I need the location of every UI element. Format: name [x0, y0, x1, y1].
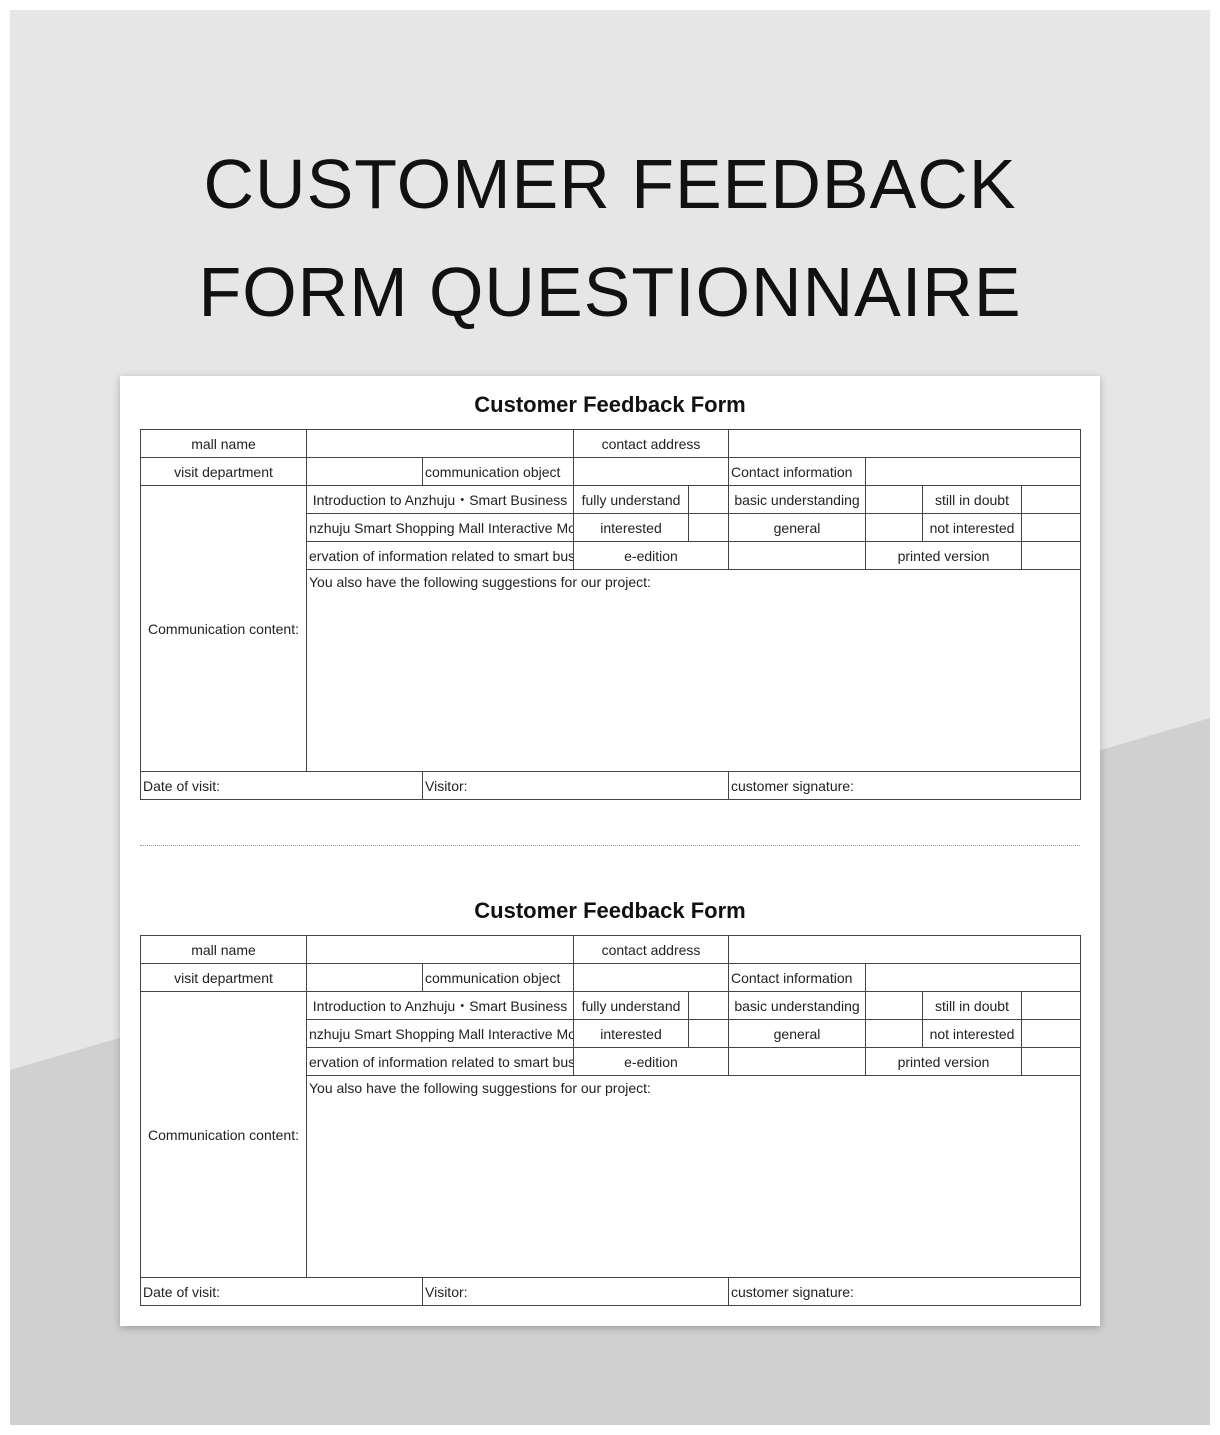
item-information-reservation: ervation of information related to smart… [306, 541, 574, 570]
page-title: CUSTOMER FEEDBACK FORM QUESTIONNAIRE [0, 130, 1220, 346]
checkbox-fully-understand[interactable] [688, 485, 729, 514]
form-title: Customer Feedback Form [474, 392, 746, 417]
checkbox-e-edition[interactable] [728, 1047, 866, 1076]
visit-department-label: visit department [140, 963, 307, 992]
table-row: You also have the following suggestions … [141, 569, 1081, 772]
suggestions-field[interactable]: You also have the following suggestions … [306, 1075, 1081, 1278]
option-printed-version: printed version [865, 1047, 1022, 1076]
communication-object-field[interactable] [573, 963, 729, 992]
suggestions-field[interactable]: You also have the following suggestions … [306, 569, 1081, 772]
contact-address-label: contact address [573, 935, 729, 964]
checkbox-still-in-doubt[interactable] [1021, 991, 1081, 1020]
checkbox-interested[interactable] [688, 513, 729, 542]
contact-information-field[interactable] [865, 963, 1081, 992]
item-interactive-mode: nzhuju Smart Shopping Mall Interactive M… [306, 1019, 574, 1048]
communication-object-label: communication object [422, 963, 574, 992]
form-title: Customer Feedback Form [474, 898, 746, 923]
contact-information-label: Contact information [728, 963, 866, 992]
visit-department-field[interactable] [306, 457, 423, 486]
customer-signature-field[interactable]: customer signature: [728, 1277, 1081, 1306]
mall-name-label: mall name [140, 429, 307, 458]
checkbox-basic-understanding[interactable] [865, 991, 923, 1020]
form-table: mall name contact address visit departme… [140, 935, 1081, 1306]
contact-information-field[interactable] [865, 457, 1081, 486]
checkbox-not-interested[interactable] [1021, 1019, 1081, 1048]
contact-information-label: Contact information [728, 457, 866, 486]
visitor-field[interactable]: Visitor: [422, 1277, 729, 1306]
item-interactive-mode: nzhuju Smart Shopping Mall Interactive M… [306, 513, 574, 542]
customer-signature-label: customer signature: [731, 777, 854, 794]
page-divider [140, 845, 1080, 846]
table-row: mall name contact address [140, 429, 1081, 458]
customer-signature-label: customer signature: [731, 1283, 854, 1300]
table-row: mall name contact address [140, 935, 1081, 964]
option-general: general [728, 1019, 866, 1048]
visit-department-label: visit department [140, 457, 307, 486]
communication-object-field[interactable] [573, 457, 729, 486]
table-row: Date of visit: Visitor: customer signatu… [140, 771, 1081, 800]
table-row: Communication content: Introduction to A… [140, 991, 1081, 1278]
communication-content-label: Communication content: [140, 991, 307, 1278]
option-basic-understanding: basic understanding [728, 991, 866, 1020]
option-not-interested: not interested [922, 1019, 1022, 1048]
option-printed-version: printed version [865, 541, 1022, 570]
communication-content-label: Communication content: [140, 485, 307, 772]
mall-name-label: mall name [140, 935, 307, 964]
table-row: Communication content: Introduction to A… [140, 485, 1081, 772]
item-introduction: Introduction to Anzhuju・Smart Business [306, 485, 574, 514]
checkbox-basic-understanding[interactable] [865, 485, 923, 514]
checkbox-not-interested[interactable] [1021, 513, 1081, 542]
item-introduction: Introduction to Anzhuju・Smart Business [306, 991, 574, 1020]
option-e-edition: e-edition [573, 1047, 729, 1076]
table-row: visit department communication object Co… [140, 457, 1081, 486]
table-row: ervation of information related to smart… [141, 1047, 1081, 1076]
visit-department-field[interactable] [306, 963, 423, 992]
option-fully-understand: fully understand [573, 991, 689, 1020]
option-not-interested: not interested [922, 513, 1022, 542]
table-row: visit department communication object Co… [140, 963, 1081, 992]
item-information-reservation: ervation of information related to smart… [306, 1047, 574, 1076]
table-row: nzhuju Smart Shopping Mall Interactive M… [141, 1019, 1081, 1048]
visitor-label: Visitor: [425, 1283, 468, 1300]
checkbox-printed-version[interactable] [1021, 541, 1081, 570]
option-basic-understanding: basic understanding [728, 485, 866, 514]
checkbox-e-edition[interactable] [728, 541, 866, 570]
date-of-visit-label: Date of visit: [143, 777, 221, 794]
title-line-2: FORM QUESTIONNAIRE [198, 253, 1022, 331]
form-table: mall name contact address visit departme… [140, 429, 1081, 800]
visitor-label: Visitor: [425, 777, 468, 794]
feedback-form: Customer Feedback Form mall name contact… [140, 882, 1081, 1306]
checkbox-general[interactable] [865, 1019, 923, 1048]
date-of-visit-field[interactable]: Date of visit: [140, 1277, 423, 1306]
title-line-1: CUSTOMER FEEDBACK [203, 145, 1017, 223]
option-e-edition: e-edition [573, 541, 729, 570]
contact-address-label: contact address [573, 429, 729, 458]
option-still-in-doubt: still in doubt [922, 991, 1022, 1020]
checkbox-printed-version[interactable] [1021, 1047, 1081, 1076]
option-interested: interested [573, 1019, 689, 1048]
mall-name-field[interactable] [306, 429, 574, 458]
mall-name-field[interactable] [306, 935, 574, 964]
suggestions-label: You also have the following suggestions … [309, 1080, 651, 1096]
table-row: Date of visit: Visitor: customer signatu… [140, 1277, 1081, 1306]
checkbox-general[interactable] [865, 513, 923, 542]
checkbox-still-in-doubt[interactable] [1021, 485, 1081, 514]
table-row: ervation of information related to smart… [141, 541, 1081, 570]
customer-signature-field[interactable]: customer signature: [728, 771, 1081, 800]
document-sheet: Customer Feedback Form mall name contact… [120, 376, 1100, 1326]
feedback-form: Customer Feedback Form mall name contact… [140, 376, 1081, 800]
checkbox-fully-understand[interactable] [688, 991, 729, 1020]
contact-address-field[interactable] [728, 935, 1081, 964]
date-of-visit-field[interactable]: Date of visit: [140, 771, 423, 800]
visitor-field[interactable]: Visitor: [422, 771, 729, 800]
option-interested: interested [573, 513, 689, 542]
option-general: general [728, 513, 866, 542]
checkbox-interested[interactable] [688, 1019, 729, 1048]
communication-object-label: communication object [422, 457, 574, 486]
suggestions-label: You also have the following suggestions … [309, 574, 651, 590]
contact-address-field[interactable] [728, 429, 1081, 458]
date-of-visit-label: Date of visit: [143, 1283, 221, 1300]
option-still-in-doubt: still in doubt [922, 485, 1022, 514]
option-fully-understand: fully understand [573, 485, 689, 514]
